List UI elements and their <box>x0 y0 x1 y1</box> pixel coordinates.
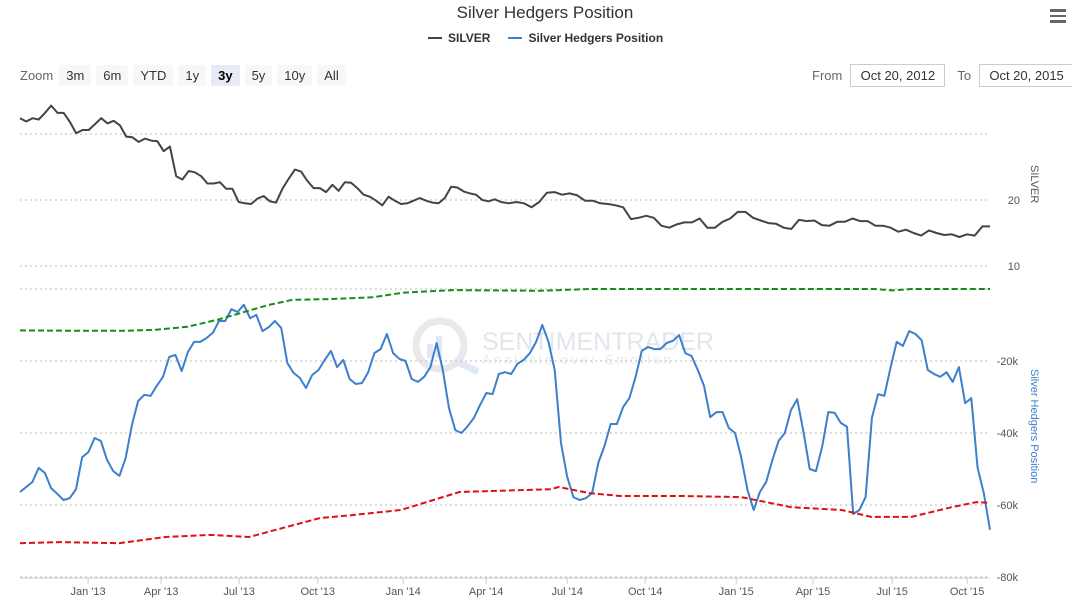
zoom-1y-button[interactable]: 1y <box>178 65 207 86</box>
series-line-upper-band <box>19 288 990 332</box>
x-tick-label: Apr '14 <box>469 586 504 598</box>
legend: SILVER Silver Hedgers Position <box>428 31 663 45</box>
silver-tick-label: 20 <box>1008 195 1020 207</box>
zoom-10y-button[interactable]: 10y <box>277 65 313 86</box>
zoom-all-button[interactable]: All <box>317 65 346 86</box>
legend-label-hedgers: Silver Hedgers Position <box>528 31 664 45</box>
hedgers-tick-label: -60k <box>997 500 1019 512</box>
x-tick-label: Jul '13 <box>223 586 254 598</box>
x-tick-label: Jul '15 <box>876 586 907 598</box>
hedgers-tick-label: -80k <box>997 572 1019 584</box>
hedgers-tick-label: -20k <box>997 356 1019 368</box>
x-tick-label: Apr '15 <box>796 586 831 598</box>
x-tick-label: Oct '14 <box>628 586 663 598</box>
zoom-label: Zoom <box>20 68 54 83</box>
x-tick-label: Jan '15 <box>719 586 754 598</box>
zoom-ytd-button[interactable]: YTD <box>133 65 174 86</box>
legend-label-silver: SILVER <box>448 31 491 45</box>
x-tick-label: Jan '14 <box>386 586 421 598</box>
chart-title: Silver Hedgers Position <box>456 3 634 22</box>
zoom-6m-button[interactable]: 6m <box>96 65 129 86</box>
hamburger-menu-icon[interactable] <box>1050 9 1066 23</box>
hedgers-tick-label: -40k <box>997 428 1019 440</box>
legend-swatch-silver <box>428 37 442 39</box>
zoom-5y-button[interactable]: 5y <box>244 65 273 86</box>
date-range: From Oct 20, 2012 To Oct 20, 2015 <box>812 64 1072 87</box>
watermark-tagline: Analysis over Emotion <box>482 352 674 367</box>
watermark-name: SENTIMENTRADER <box>482 328 714 356</box>
legend-item-hedgers[interactable]: Silver Hedgers Position <box>508 31 663 45</box>
series-line-lower-band <box>19 486 991 545</box>
legend-item-silver[interactable]: SILVER <box>428 31 490 45</box>
silver-tick-label: 10 <box>1008 261 1020 273</box>
hedgers-axis-title: Silver Hedgers Position <box>1028 369 1040 483</box>
x-tick-label: Jul '14 <box>551 586 582 598</box>
to-label: To <box>957 68 972 83</box>
zoom-3m-button[interactable]: 3m <box>59 65 92 86</box>
legend-swatch-hedgers <box>508 37 523 39</box>
x-tick-label: Jan '13 <box>71 586 106 598</box>
series-line-silver-hedgers-position <box>19 303 991 530</box>
zoom-3y-button[interactable]: 3y <box>211 65 240 86</box>
x-tick-label: Apr '13 <box>144 586 179 598</box>
silver-axis-title: SILVER <box>1028 165 1040 203</box>
series-line-silver <box>19 104 990 238</box>
x-tick-label: Oct '15 <box>950 586 985 598</box>
sentimentrader-watermark: SENTIMENTRADER Analysis over Emotion <box>412 317 714 376</box>
from-label: From <box>812 68 843 83</box>
zoom-selector: Zoom 3m 6m YTD 1y 3y 5y 10y All <box>20 65 351 86</box>
to-date-input[interactable]: Oct 20, 2015 <box>979 64 1072 87</box>
from-date-input[interactable]: Oct 20, 2012 <box>850 64 946 87</box>
x-tick-label: Oct '13 <box>300 586 335 598</box>
